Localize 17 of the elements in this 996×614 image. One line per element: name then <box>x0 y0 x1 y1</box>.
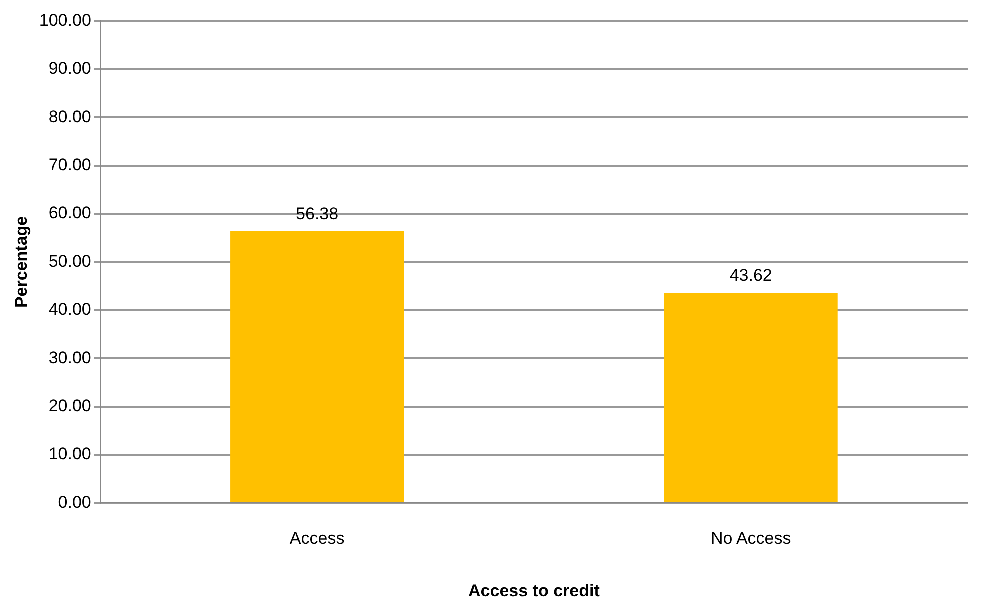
x-axis-title: Access to credit <box>468 581 600 600</box>
data-label: 56.38 <box>296 204 339 224</box>
x-tick-label: Access <box>290 529 345 548</box>
y-tick-label: 30.00 <box>48 348 92 368</box>
y-tick-label: 0.00 <box>58 492 92 512</box>
y-tick-label: 80.00 <box>48 107 92 126</box>
y-tick-label: 60.00 <box>48 204 92 223</box>
y-tick-label: 40.00 <box>48 300 92 320</box>
y-tick-label: 50.00 <box>48 252 92 271</box>
y-tick-label: 90.00 <box>48 59 92 78</box>
y-tick-label: 20.00 <box>48 396 92 416</box>
x-tick-label: No Access <box>710 529 792 548</box>
y-tick-label: 10.00 <box>48 444 92 464</box>
y-tick-label: 100.00 <box>39 10 92 30</box>
data-label: 43.62 <box>730 266 772 286</box>
y-axis-title: Percentage <box>12 216 31 308</box>
y-tick-label: 70.00 <box>48 155 92 174</box>
